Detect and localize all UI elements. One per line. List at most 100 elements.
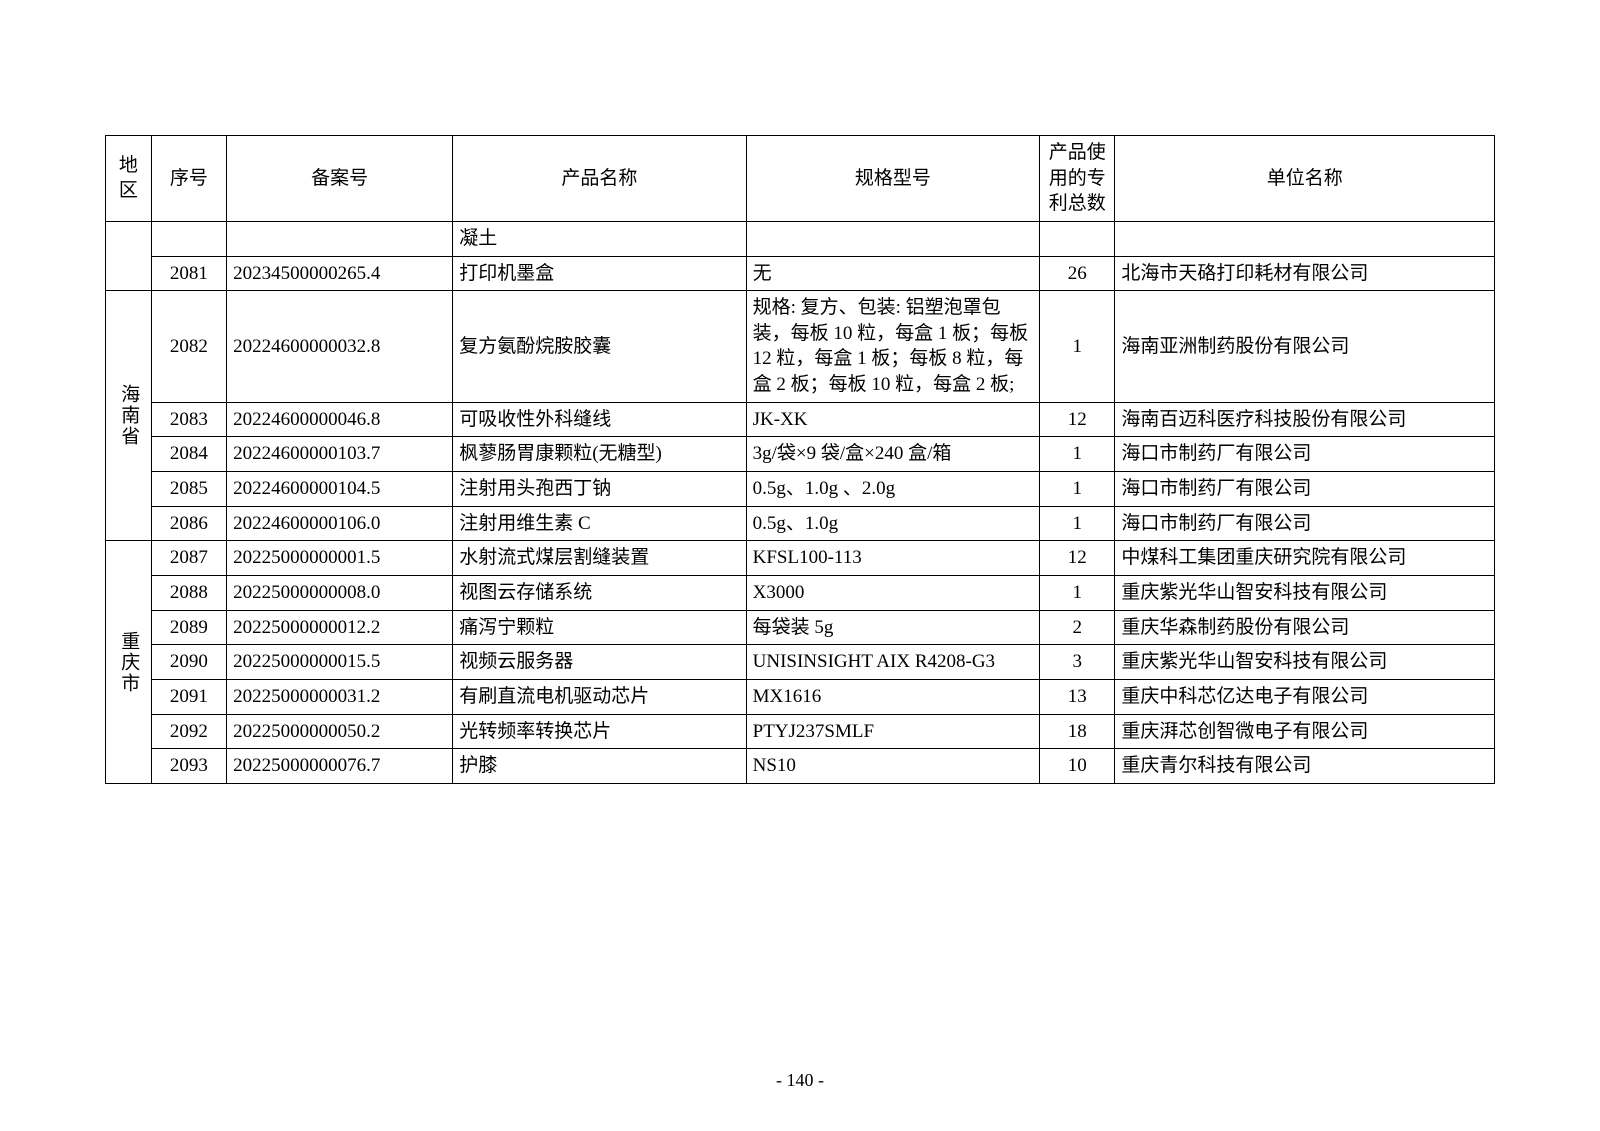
cell-org [1115,221,1495,256]
header-spec: 规格型号 [746,136,1039,222]
table-row: 2083 20224600000046.8 可吸收性外科缝线 JK-XK 12 … [106,402,1495,437]
cell-patent-count: 1 [1040,575,1115,610]
cell-org: 重庆湃芯创智微电子有限公司 [1115,714,1495,749]
cell-filing: 20224600000106.0 [227,506,453,541]
cell-org: 重庆中科芯亿达电子有限公司 [1115,679,1495,714]
cell-patent-count: 1 [1040,472,1115,507]
cell-seq: 2088 [151,575,226,610]
cell-spec: UNISINSIGHT AIX R4208-G3 [746,645,1039,680]
cell-region: 海南省 [106,291,152,541]
cell-patent-count [1040,221,1115,256]
cell-product: 有刷直流电机驱动芯片 [453,679,746,714]
cell-patent-count: 12 [1040,541,1115,576]
table-row: 凝土 [106,221,1495,256]
cell-spec: JK-XK [746,402,1039,437]
table-row: 2092 20225000000050.2 光转频率转换芯片 PTYJ237SM… [106,714,1495,749]
cell-filing: 20224600000103.7 [227,437,453,472]
header-product: 产品名称 [453,136,746,222]
cell-patent-count: 18 [1040,714,1115,749]
cell-seq: 2090 [151,645,226,680]
cell-product: 凝土 [453,221,746,256]
cell-product: 注射用维生素 C [453,506,746,541]
cell-product: 可吸收性外科缝线 [453,402,746,437]
cell-filing: 20234500000265.4 [227,256,453,291]
table-row: 2086 20224600000106.0 注射用维生素 C 0.5g、1.0g… [106,506,1495,541]
cell-filing: 20225000000008.0 [227,575,453,610]
cell-patent-count: 1 [1040,291,1115,403]
cell-spec [746,221,1039,256]
table-row: 2081 20234500000265.4 打印机墨盒 无 26 北海市天硌打印… [106,256,1495,291]
cell-filing: 20224600000104.5 [227,472,453,507]
cell-org: 重庆华森制药股份有限公司 [1115,610,1495,645]
cell-patent-count: 26 [1040,256,1115,291]
header-region: 地区 [106,136,152,222]
cell-filing: 20225000000012.2 [227,610,453,645]
cell-spec: 3g/袋×9 袋/盒×240 盒/箱 [746,437,1039,472]
cell-product: 注射用头孢西丁钠 [453,472,746,507]
cell-org: 重庆青尔科技有限公司 [1115,749,1495,784]
cell-org: 北海市天硌打印耗材有限公司 [1115,256,1495,291]
cell-filing: 20225000000031.2 [227,679,453,714]
cell-filing: 20225000000001.5 [227,541,453,576]
table-row: 2085 20224600000104.5 注射用头孢西丁钠 0.5g、1.0g… [106,472,1495,507]
table-header-row: 地区 序号 备案号 产品名称 规格型号 产品使用的专利总数 单位名称 [106,136,1495,222]
cell-spec: MX1616 [746,679,1039,714]
cell-product: 枫蓼肠胃康颗粒(无糖型) [453,437,746,472]
cell-filing [227,221,453,256]
cell-patent-count: 1 [1040,506,1115,541]
table-row: 2088 20225000000008.0 视图云存储系统 X3000 1 重庆… [106,575,1495,610]
cell-product: 打印机墨盒 [453,256,746,291]
cell-org: 海口市制药厂有限公司 [1115,472,1495,507]
cell-patent-count: 13 [1040,679,1115,714]
cell-filing: 20224600000046.8 [227,402,453,437]
cell-product: 视频云服务器 [453,645,746,680]
cell-product: 视图云存储系统 [453,575,746,610]
cell-product: 护膝 [453,749,746,784]
cell-seq: 2087 [151,541,226,576]
cell-product: 痛泻宁颗粒 [453,610,746,645]
cell-seq: 2081 [151,256,226,291]
table-row: 2084 20224600000103.7 枫蓼肠胃康颗粒(无糖型) 3g/袋×… [106,437,1495,472]
cell-patent-count: 2 [1040,610,1115,645]
cell-seq: 2092 [151,714,226,749]
header-org: 单位名称 [1115,136,1495,222]
cell-product: 水射流式煤层割缝装置 [453,541,746,576]
cell-seq: 2089 [151,610,226,645]
table-row: 海南省 2082 20224600000032.8 复方氨酚烷胺胶囊 规格: 复… [106,291,1495,403]
cell-spec: 规格: 复方、包装: 铝塑泡罩包装，每板 10 粒，每盒 1 板；每板 12 粒… [746,291,1039,403]
cell-spec: KFSL100-113 [746,541,1039,576]
cell-seq: 2082 [151,291,226,403]
cell-filing: 20224600000032.8 [227,291,453,403]
patent-product-table: 地区 序号 备案号 产品名称 规格型号 产品使用的专利总数 单位名称 凝土 20… [105,135,1495,784]
cell-seq: 2086 [151,506,226,541]
table-row: 2091 20225000000031.2 有刷直流电机驱动芯片 MX1616 … [106,679,1495,714]
cell-seq: 2083 [151,402,226,437]
cell-spec: 无 [746,256,1039,291]
cell-product: 光转频率转换芯片 [453,714,746,749]
document-page: 地区 序号 备案号 产品名称 规格型号 产品使用的专利总数 单位名称 凝土 20… [0,0,1600,784]
table-row: 重庆市 2087 20225000000001.5 水射流式煤层割缝装置 KFS… [106,541,1495,576]
cell-seq: 2085 [151,472,226,507]
cell-region [106,221,152,290]
cell-spec: 每袋装 5g [746,610,1039,645]
header-seq: 序号 [151,136,226,222]
cell-patent-count: 1 [1040,437,1115,472]
cell-filing: 20225000000015.5 [227,645,453,680]
table-row: 2090 20225000000015.5 视频云服务器 UNISINSIGHT… [106,645,1495,680]
cell-filing: 20225000000050.2 [227,714,453,749]
cell-product: 复方氨酚烷胺胶囊 [453,291,746,403]
cell-spec: PTYJ237SMLF [746,714,1039,749]
cell-spec: X3000 [746,575,1039,610]
cell-patent-count: 3 [1040,645,1115,680]
cell-spec: NS10 [746,749,1039,784]
table-row: 2093 20225000000076.7 护膝 NS10 10 重庆青尔科技有… [106,749,1495,784]
cell-seq: 2091 [151,679,226,714]
cell-org: 海口市制药厂有限公司 [1115,506,1495,541]
cell-org: 海口市制药厂有限公司 [1115,437,1495,472]
header-patent-count: 产品使用的专利总数 [1040,136,1115,222]
cell-spec: 0.5g、1.0g [746,506,1039,541]
cell-patent-count: 10 [1040,749,1115,784]
cell-org: 海南百迈科医疗科技股份有限公司 [1115,402,1495,437]
cell-spec: 0.5g、1.0g 、2.0g [746,472,1039,507]
cell-org: 重庆紫光华山智安科技有限公司 [1115,575,1495,610]
